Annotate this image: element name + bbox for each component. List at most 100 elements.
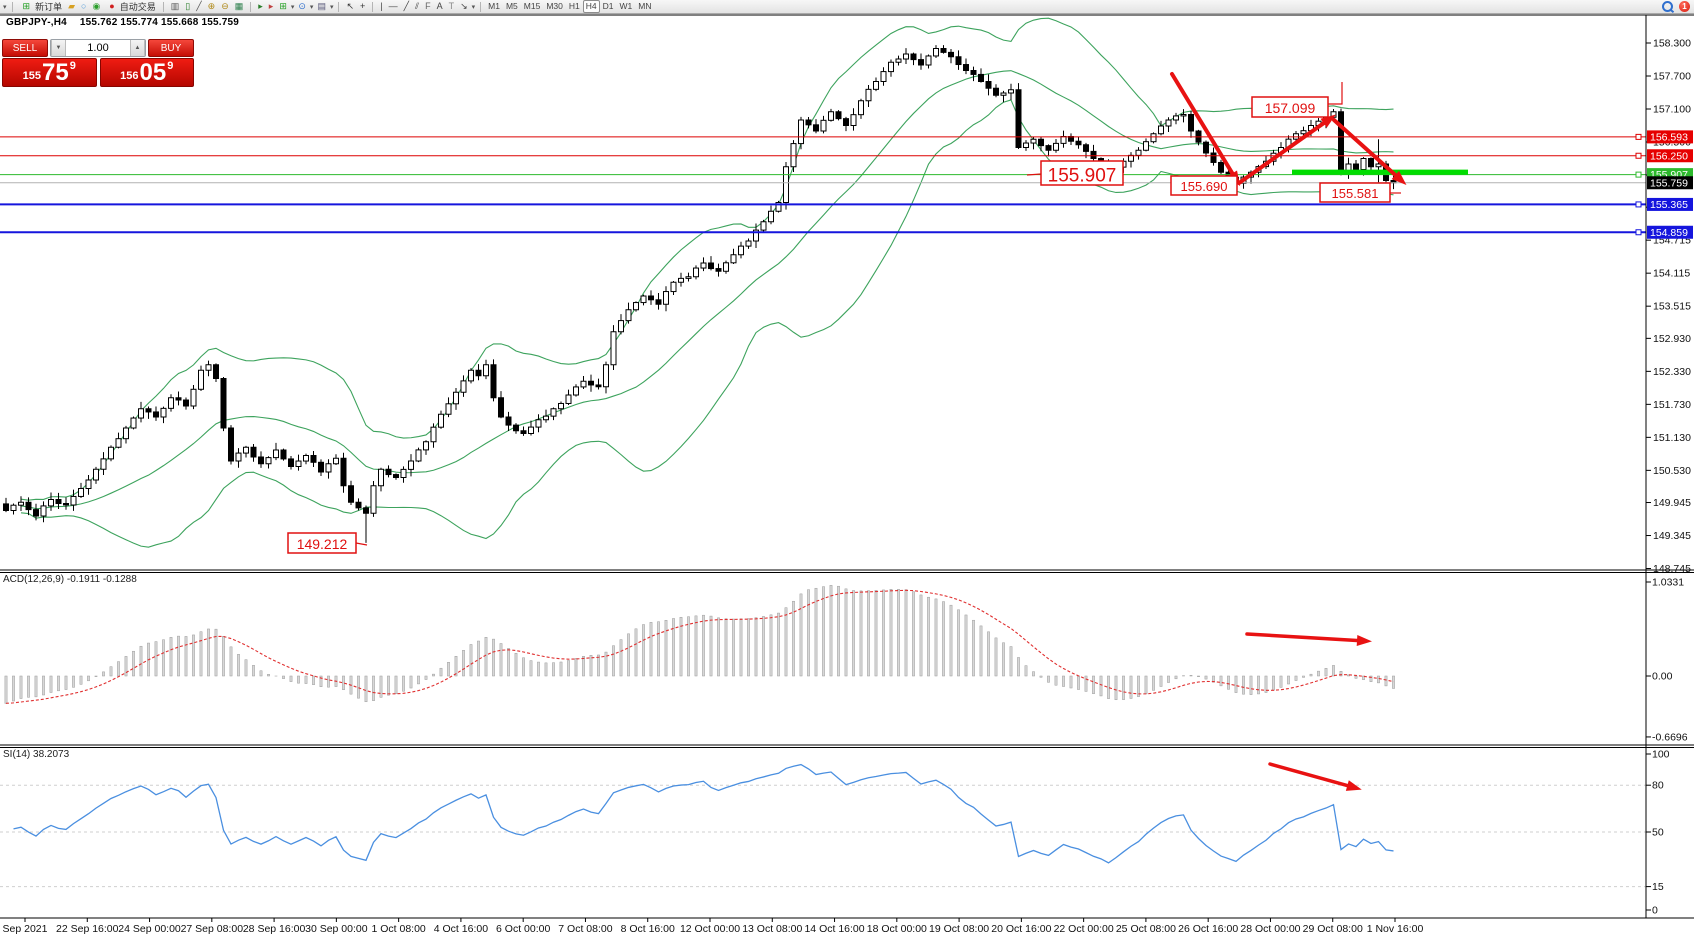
macd-histogram-bar [462,650,465,677]
community-icon[interactable]: ○ [81,1,87,11]
candle-body [700,262,707,269]
price-annotation-box[interactable] [287,532,357,554]
timeframe-m5[interactable]: M5 [505,1,518,11]
price-annotation-box[interactable] [1170,175,1238,196]
notification-badge[interactable]: 1 [1679,1,1690,12]
candle-body [115,438,122,448]
price-badge [1647,130,1693,144]
candle-chart-icon[interactable]: ▯ [185,1,191,11]
trend-arrow-head [1356,634,1372,646]
trend-arrow-line[interactable] [1237,121,1326,185]
time-tick-label: 6 Oct 00:00 [496,923,550,935]
candle-body [595,384,602,388]
chart-shift-icon[interactable]: ▸ [268,1,274,11]
candle-body [925,55,932,66]
bar-chart-icon[interactable]: ▥ [170,1,180,11]
macd-histogram-bar [544,662,548,677]
price-tick-label: 157.100 [1653,104,1691,116]
price-annotation-box[interactable] [1251,96,1329,118]
periods-icon[interactable]: ⊙ [298,1,306,11]
indicators-icon[interactable]: ⊞ [279,1,287,11]
line-anchor-square[interactable] [1635,133,1642,140]
volume-increase-button[interactable]: ▲ [130,40,145,56]
macd-histogram-bar [1122,675,1125,700]
macd-histogram-bar [687,616,690,677]
candle-body [1368,158,1374,168]
candle-body [648,295,654,301]
candle-body [573,386,579,396]
toolbar-separator [250,1,252,12]
macd-histogram-bar [184,636,188,677]
line-anchor-square[interactable] [1635,201,1642,208]
macd-histogram-bar [1212,675,1215,683]
sell-price-display[interactable]: 155 75 9 [2,58,97,87]
candle-body [175,397,182,401]
templates-icon[interactable]: ▤ [317,1,326,11]
trend-arrow-line[interactable] [1268,762,1350,788]
trend-arrow-line[interactable] [1332,118,1398,177]
timeframe-m30[interactable]: M30 [546,1,563,11]
time-tick-label: 1 Oct 08:00 [371,923,425,935]
macd-histogram-bar [214,628,218,677]
indicators-caret[interactable]: ▾ [290,3,295,11]
macd-histogram-bar [724,618,728,677]
line-anchor-square[interactable] [1635,171,1642,178]
overflow-caret[interactable]: ▾ [3,3,7,11]
timeframe-w1[interactable]: W1 [619,1,633,11]
autotrading-button[interactable]: ● 自动交易 [103,0,158,13]
macd-histogram-bar [792,600,795,677]
zoom-in-icon[interactable]: ⊕ [207,1,216,11]
auto-scroll-icon[interactable]: ▸ [258,1,263,11]
macd-histogram-bar [1339,671,1343,677]
arrows-caret[interactable]: ▾ [471,3,476,11]
timeframe-m1[interactable]: M1 [488,1,500,11]
equidistant-channel-icon[interactable]: ⫽ [415,1,420,11]
buy-price-display[interactable]: 156 05 9 [99,58,194,87]
tile-windows-icon[interactable]: ▦ [234,1,244,11]
templates-caret[interactable]: ▾ [329,3,334,11]
line-anchor-square[interactable] [1635,229,1642,236]
macd-histogram-bar [679,616,683,677]
macd-histogram-bar [1092,675,1095,694]
volume-decrease-button[interactable]: ▼ [51,40,66,56]
text-icon[interactable]: A [436,1,443,11]
price-annotation-box[interactable] [1319,182,1391,203]
line-anchor-square[interactable] [1635,152,1642,159]
timeframe-m15[interactable]: M15 [523,1,541,11]
candle-body [310,455,317,463]
periods-caret[interactable]: ▾ [309,3,314,11]
arrows-icon[interactable]: ↘ [460,1,468,11]
gold-bars-icon[interactable]: ▰ [68,1,75,11]
text-label-icon[interactable]: T [448,1,455,11]
zoom-out-icon[interactable]: ⊖ [221,1,229,11]
timeframe-h1[interactable]: H1 [568,1,580,11]
macd-histogram-bar [1069,675,1073,689]
macd-histogram-bar [694,615,698,677]
new-order-button[interactable]: ⊞ 新订单 [17,0,66,13]
timeframe-mn[interactable]: MN [638,1,652,11]
horizontal-line-icon[interactable]: — [388,1,398,11]
macd-histogram-bar [1099,675,1103,697]
price-annotation-box[interactable] [1040,160,1124,186]
volume-value[interactable]: 1.00 [87,42,109,54]
trend-arrow-line[interactable] [1245,632,1359,643]
search-icon[interactable] [1662,1,1673,12]
macd-histogram-bar [1272,675,1275,691]
timeframe-d1[interactable]: D1 [602,1,614,11]
fibonacci-icon[interactable]: F [425,1,431,11]
timeframe-h4[interactable]: H4 [582,0,600,13]
trend-arrow-line[interactable] [1170,72,1235,176]
signal-icon[interactable]: ◉ [92,1,101,11]
crosshair-icon[interactable]: + [360,1,366,11]
trendline-icon[interactable]: ╱ [403,1,410,11]
macd-histogram-bar [897,589,900,677]
price-tick-label: 154.115 [1653,268,1690,280]
line-chart-icon[interactable]: ╱ [196,1,202,11]
cursor-icon[interactable]: ↖ [346,1,355,11]
sell-button[interactable]: SELL [2,39,48,57]
vertical-line-icon[interactable]: | [380,1,383,11]
one-click-trading-panel: SELL ▼ 1.00 ▲ BUY 155 75 9 156 05 9 [2,39,194,87]
buy-button[interactable]: BUY [148,39,194,57]
bollinger-upper-band [20,17,1394,501]
